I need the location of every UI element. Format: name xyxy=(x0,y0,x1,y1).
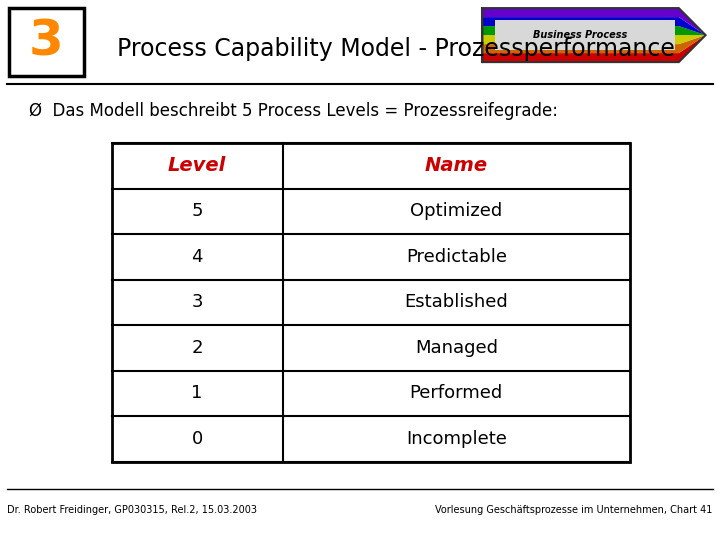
Text: 4: 4 xyxy=(192,248,203,266)
Text: 1: 1 xyxy=(192,384,203,402)
Text: Predictable: Predictable xyxy=(406,248,507,266)
Polygon shape xyxy=(482,35,706,62)
Text: Process Capability Model - Prozessperformance: Process Capability Model - Prozessperfor… xyxy=(117,37,675,60)
Text: 5: 5 xyxy=(192,202,203,220)
Polygon shape xyxy=(482,35,706,44)
Text: 2: 2 xyxy=(192,339,203,357)
Text: Dr. Robert Freidinger, GP030315, Rel.2, 15.03.2003: Dr. Robert Freidinger, GP030315, Rel.2, … xyxy=(7,505,257,515)
Polygon shape xyxy=(482,8,706,35)
Text: Performed: Performed xyxy=(410,384,503,402)
Text: 3: 3 xyxy=(29,18,64,66)
Polygon shape xyxy=(482,26,706,35)
Text: Managed: Managed xyxy=(415,339,498,357)
Text: 3: 3 xyxy=(192,293,203,312)
Text: Ø  Das Modell beschreibt 5 Process Levels = Prozessreifegrade:: Ø Das Modell beschreibt 5 Process Levels… xyxy=(29,102,558,120)
Text: Incomplete: Incomplete xyxy=(406,430,507,448)
Polygon shape xyxy=(482,17,706,35)
Text: Name: Name xyxy=(425,157,488,176)
Text: Established: Established xyxy=(405,293,508,312)
Text: Business Process: Business Process xyxy=(534,30,628,40)
Text: Vorlesung Geschäftsprozesse im Unternehmen, Chart 41: Vorlesung Geschäftsprozesse im Unternehm… xyxy=(436,505,713,515)
Text: Optimized: Optimized xyxy=(410,202,503,220)
Text: Level: Level xyxy=(168,157,226,176)
Polygon shape xyxy=(482,35,706,53)
Text: 0: 0 xyxy=(192,430,203,448)
